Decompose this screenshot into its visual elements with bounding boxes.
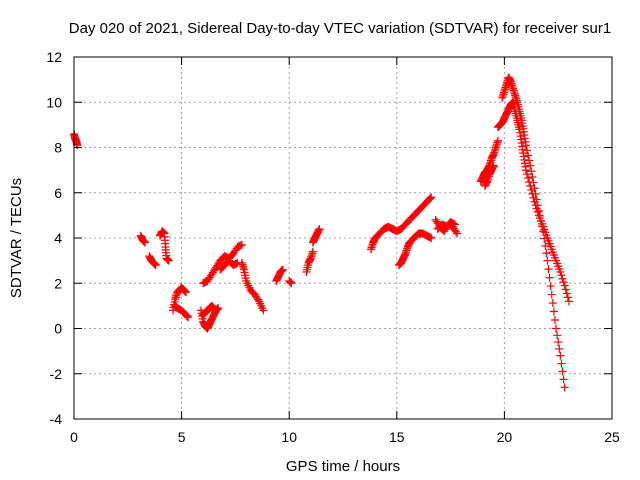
y-tick-label: -4 xyxy=(50,411,63,427)
data-point xyxy=(427,234,436,242)
data-point xyxy=(526,161,535,170)
data-point xyxy=(539,227,548,236)
data-point xyxy=(524,174,533,183)
data-point xyxy=(559,375,568,384)
data-point xyxy=(426,194,435,203)
chart-title: Day 020 of 2021, Sidereal Day-to-day VTE… xyxy=(69,20,611,37)
y-tick-label: 12 xyxy=(46,49,62,65)
data-point xyxy=(556,267,565,276)
y-tick-label: 10 xyxy=(46,94,62,110)
data-point xyxy=(558,367,567,376)
data-point xyxy=(287,279,296,288)
y-tick-label: 0 xyxy=(54,321,62,337)
grid-lines xyxy=(74,57,612,419)
data-point xyxy=(141,238,150,247)
data-point xyxy=(536,217,545,226)
data-point xyxy=(533,201,542,210)
data-point xyxy=(555,344,564,353)
data-point xyxy=(278,265,287,274)
data-point xyxy=(524,151,533,160)
data-point xyxy=(259,306,268,315)
data-point xyxy=(562,289,571,298)
data-point xyxy=(547,290,556,299)
data-point xyxy=(532,195,541,204)
data-point xyxy=(527,167,536,176)
y-tick-label: 4 xyxy=(54,230,62,246)
data-point xyxy=(522,170,531,179)
data-point xyxy=(557,359,566,368)
data-points xyxy=(70,73,573,392)
x-tick-label: 20 xyxy=(497,429,513,445)
data-point xyxy=(489,161,498,170)
data-point xyxy=(237,240,246,249)
y-tick-label: 6 xyxy=(54,185,62,201)
data-point xyxy=(542,249,551,258)
data-point xyxy=(521,166,530,175)
data-point xyxy=(561,285,570,294)
data-point xyxy=(546,282,555,291)
data-point xyxy=(151,261,160,270)
data-point xyxy=(450,220,459,229)
data-point xyxy=(541,241,550,250)
data-point xyxy=(209,304,218,313)
data-point xyxy=(557,271,566,280)
x-tick-label: 10 xyxy=(281,429,297,445)
data-point xyxy=(493,136,502,145)
data-point xyxy=(427,193,436,202)
data-point xyxy=(563,293,572,302)
data-point xyxy=(181,288,190,297)
data-point xyxy=(535,211,544,220)
y-axis-label: SDTVAR / TECUs xyxy=(8,178,25,298)
x-tick-label: 25 xyxy=(604,429,620,445)
data-point xyxy=(534,206,543,215)
data-point xyxy=(564,297,573,306)
data-point xyxy=(552,324,561,333)
data-point xyxy=(315,224,324,233)
data-point xyxy=(451,227,460,236)
data-point xyxy=(522,146,531,155)
data-point xyxy=(164,256,173,265)
data-point xyxy=(545,273,554,282)
data-point xyxy=(549,307,558,316)
x-tick-label: 15 xyxy=(389,429,405,445)
data-point xyxy=(530,184,539,193)
data-point xyxy=(184,313,193,322)
data-point xyxy=(308,247,317,256)
data-point xyxy=(543,256,552,265)
axis-ticks: 0 5 10 15 20 25 -4 -2 0 2 4 6 8 10 12 xyxy=(46,49,620,445)
data-point xyxy=(531,189,540,198)
data-point xyxy=(556,351,565,360)
data-point xyxy=(453,229,462,238)
data-point xyxy=(529,178,538,187)
data-point xyxy=(538,222,547,231)
y-tick-label: -2 xyxy=(50,366,63,382)
y-tick-label: 8 xyxy=(54,140,62,156)
y-tick-label: 2 xyxy=(54,275,62,291)
data-point xyxy=(558,274,567,283)
data-point xyxy=(553,331,562,340)
x-tick-label: 5 xyxy=(178,429,186,445)
data-point xyxy=(521,141,530,150)
data-point xyxy=(540,234,549,243)
data-point xyxy=(560,281,569,290)
data-point xyxy=(560,383,569,392)
data-point xyxy=(544,265,553,274)
data-point xyxy=(559,278,568,287)
data-point xyxy=(528,172,537,181)
x-axis-label: GPS time / hours xyxy=(286,458,400,475)
data-point xyxy=(525,156,534,165)
data-point xyxy=(550,316,559,325)
data-point xyxy=(548,299,557,308)
x-tick-label: 0 xyxy=(70,429,78,445)
data-point xyxy=(554,338,563,347)
